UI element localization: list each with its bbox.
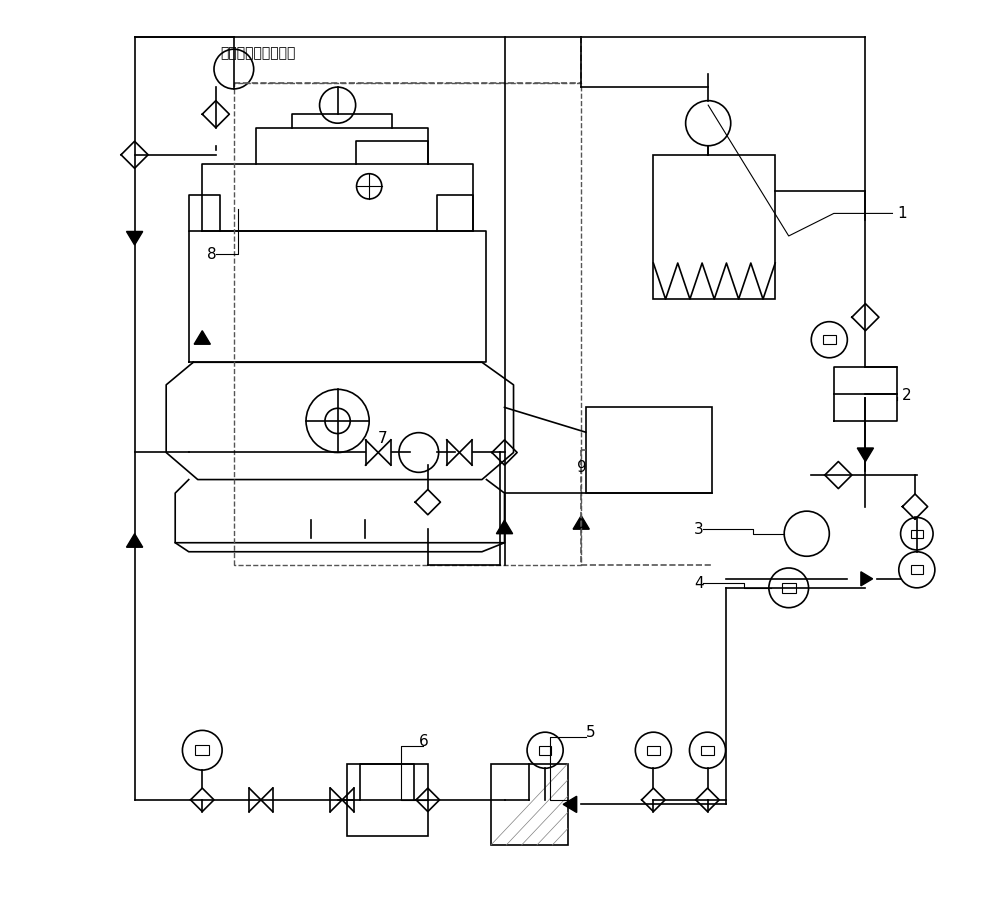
Text: 8: 8	[207, 246, 216, 262]
Bar	[195, 746, 209, 755]
Bar	[539, 746, 551, 755]
Bar	[347, 764, 428, 836]
Text: 7: 7	[378, 432, 388, 446]
Polygon shape	[857, 448, 874, 462]
Bar	[823, 335, 836, 344]
Bar	[782, 583, 796, 593]
Polygon shape	[126, 232, 143, 245]
Bar	[911, 566, 923, 575]
Polygon shape	[194, 330, 210, 344]
Text: 9: 9	[577, 461, 586, 475]
Bar	[647, 746, 660, 755]
Polygon shape	[563, 796, 577, 813]
Text: 3: 3	[694, 521, 704, 537]
Bar	[701, 746, 714, 755]
Text: 2: 2	[901, 388, 911, 403]
Bar	[586, 407, 712, 493]
Text: 5: 5	[586, 725, 595, 739]
Text: 4: 4	[694, 576, 704, 591]
Bar	[911, 529, 923, 538]
Polygon shape	[126, 534, 143, 548]
Polygon shape	[573, 516, 589, 529]
Text: 接其他燃油供应系统: 接其他燃油供应系统	[220, 46, 296, 60]
Text: 6: 6	[419, 734, 429, 748]
Polygon shape	[496, 520, 513, 534]
Text: 1: 1	[897, 206, 907, 221]
Bar	[653, 155, 775, 300]
Bar	[491, 764, 568, 845]
Polygon shape	[861, 572, 873, 586]
